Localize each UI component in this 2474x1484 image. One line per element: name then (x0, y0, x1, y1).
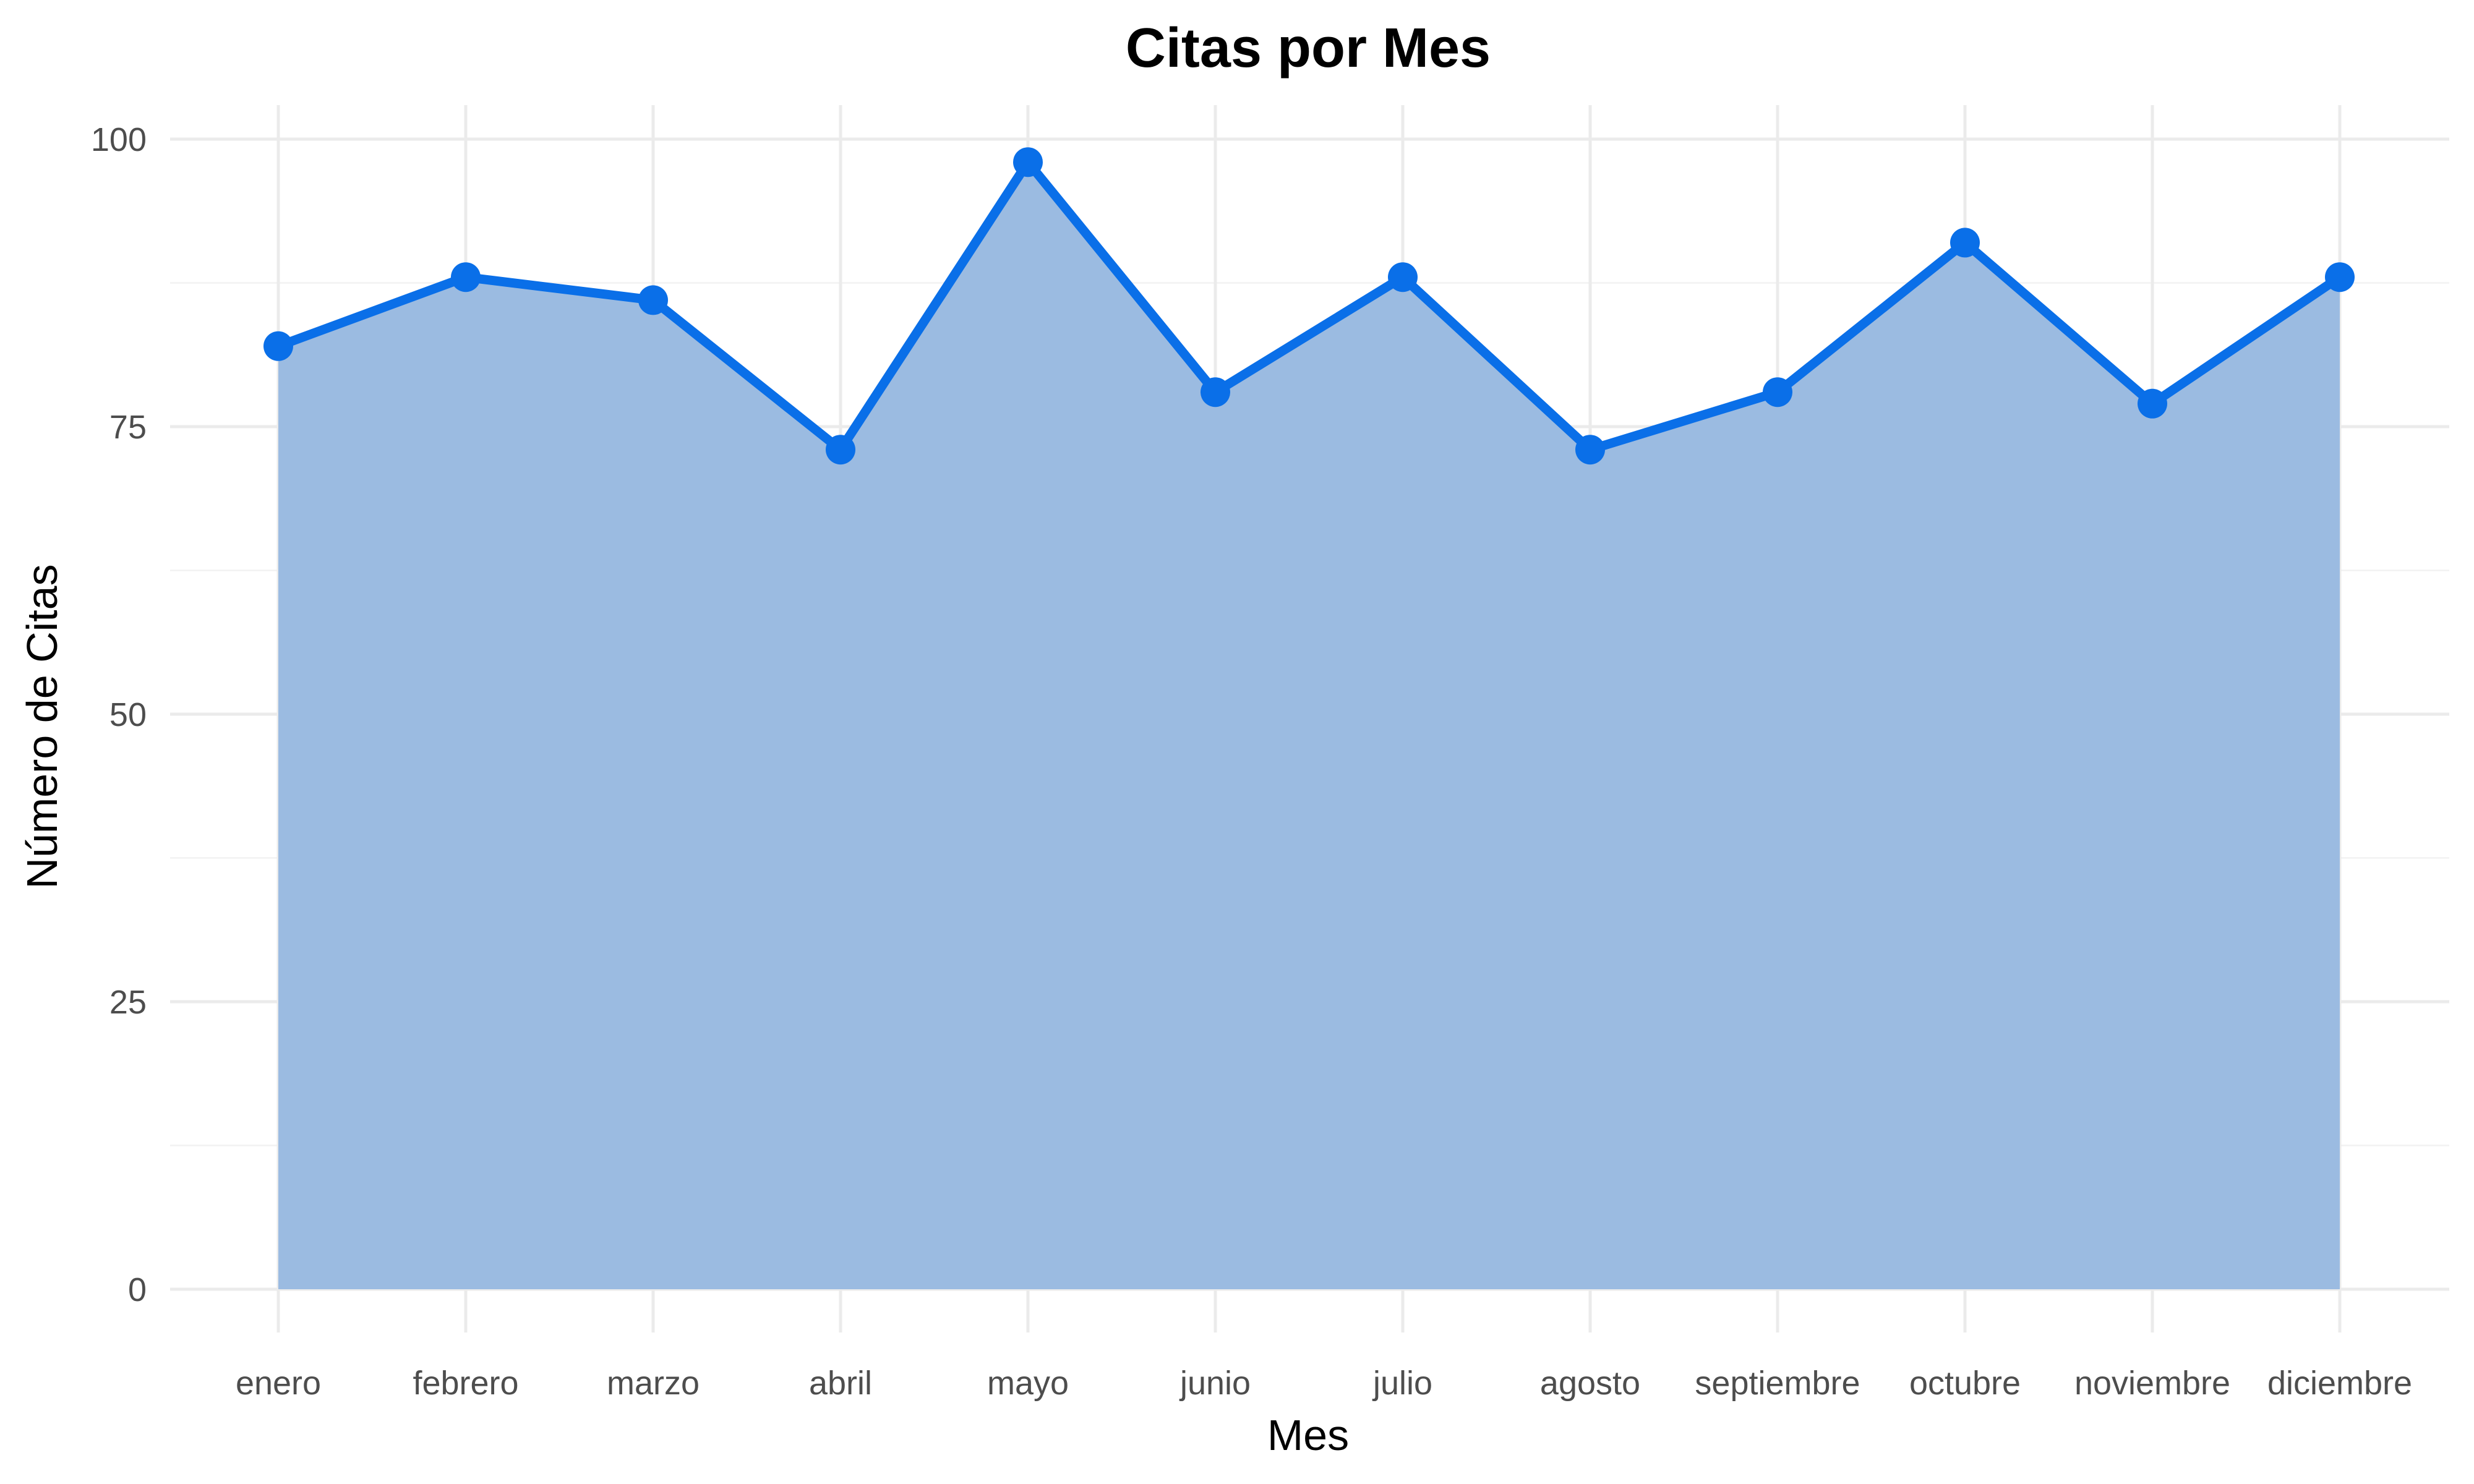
x-tick-label: mayo (987, 1365, 1069, 1402)
x-tick-label: abril (809, 1365, 872, 1402)
x-tick-label: junio (1179, 1365, 1251, 1402)
series-line (273, 157, 2345, 454)
x-tick-label: julio (1372, 1365, 1432, 1402)
point-layer (263, 147, 2355, 465)
line-layer (273, 157, 2345, 454)
y-tick-label: 0 (128, 1271, 147, 1308)
y-tick-label: 100 (91, 121, 147, 158)
data-point-marzo (638, 285, 668, 315)
data-point-mayo (1013, 147, 1043, 177)
x-tick-label: febrero (413, 1365, 518, 1402)
y-tick-label: 25 (109, 984, 147, 1021)
y-tick-label: 75 (109, 409, 147, 446)
data-point-febrero (451, 262, 481, 292)
data-point-julio (1388, 262, 1418, 292)
area-layer (278, 162, 2340, 1290)
x-tick-label: enero (236, 1365, 321, 1402)
x-tick-label: marzo (607, 1365, 700, 1402)
data-point-abril (826, 435, 855, 465)
x-tick-label: octubre (1909, 1365, 2021, 1402)
data-point-octubre (1950, 228, 1980, 258)
data-point-noviembre (2138, 388, 2167, 419)
x-tick-label: diciembre (2267, 1365, 2412, 1402)
data-point-septiembre (1763, 377, 1792, 407)
data-point-diciembre (2325, 262, 2355, 292)
y-tick-labels: 0 25 50 75 100 (91, 121, 147, 1308)
y-axis-label: Número de Citas (18, 564, 66, 889)
x-tick-labels: enero febrero marzo abril mayo junio julio agos… (236, 1365, 2412, 1402)
data-point-junio (1201, 377, 1230, 407)
data-point-agosto (1575, 435, 1605, 465)
x-tick-label: agosto (1540, 1365, 1640, 1402)
data-point-enero (263, 331, 293, 361)
x-tick-label: noviembre (2074, 1365, 2230, 1402)
x-tick-label: septiembre (1695, 1365, 1860, 1402)
area-fill (278, 162, 2340, 1290)
chart-title: Citas por Mes (1126, 17, 1491, 79)
y-tick-label: 50 (109, 696, 147, 733)
x-axis-label: Mes (1267, 1411, 1349, 1459)
